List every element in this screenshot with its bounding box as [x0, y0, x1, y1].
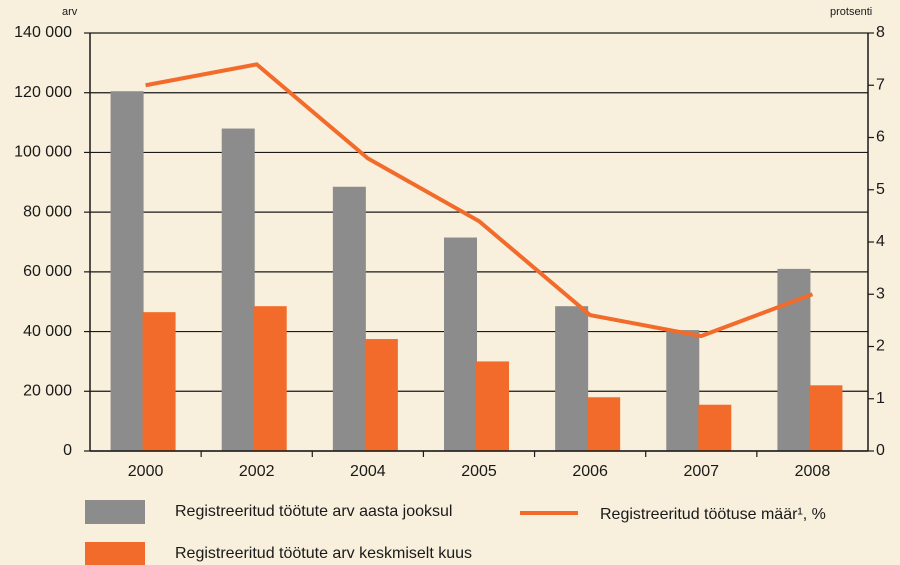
x-tick-label: 2005 — [461, 463, 497, 480]
bar — [332, 186, 366, 451]
y-tick-label: 0 — [63, 442, 72, 459]
y2-tick-label: 3 — [876, 285, 885, 302]
y2-tick-label: 5 — [876, 181, 885, 198]
y-tick-label: 40 000 — [23, 323, 72, 340]
bar — [587, 397, 621, 451]
legend-swatch — [85, 542, 145, 565]
legend-label: Registreeritud töötute arv aasta jooksul — [175, 503, 452, 520]
x-tick-label: 2002 — [239, 463, 275, 480]
y-tick-label: 80 000 — [23, 203, 72, 220]
bar — [698, 404, 732, 451]
bar — [253, 306, 287, 451]
y2-tick-label: 7 — [876, 76, 885, 93]
bar — [142, 312, 176, 451]
x-tick-label: 2008 — [795, 463, 831, 480]
legend-label: Registreeritud töötuse määr¹, % — [600, 506, 826, 523]
bar — [555, 306, 589, 451]
legend-label: Registreeritud töötute arv keskmiselt ku… — [175, 545, 472, 562]
y2-tick-label: 6 — [876, 129, 885, 146]
line — [145, 62, 814, 339]
y-tick-label: 140 000 — [14, 24, 72, 41]
bar — [476, 361, 509, 451]
y2-tick-label: 8 — [876, 24, 885, 41]
y2-axis-label: protsenti — [830, 6, 872, 18]
bar — [666, 330, 700, 451]
y2-tick-label: 1 — [876, 390, 885, 407]
bar — [221, 128, 255, 452]
x-tick-label: 2006 — [572, 463, 608, 480]
y-tick-label: 60 000 — [23, 263, 72, 280]
y2-tick-label: 2 — [876, 338, 885, 355]
x-tick-label: 2004 — [350, 463, 386, 480]
bar — [110, 91, 144, 451]
bar — [809, 385, 843, 451]
y-tick-label: 120 000 — [14, 84, 72, 101]
y-axis-label: arv — [62, 6, 78, 18]
legend-swatch — [85, 500, 145, 524]
bar — [444, 237, 477, 451]
x-tick-label: 2007 — [683, 463, 719, 480]
y-tick-label: 100 000 — [14, 144, 72, 161]
y2-tick-label: 0 — [876, 442, 885, 459]
y-tick-label: 20 000 — [23, 383, 72, 400]
bar — [364, 339, 398, 451]
y2-tick-label: 4 — [876, 233, 885, 250]
x-tick-label: 2000 — [128, 463, 164, 480]
